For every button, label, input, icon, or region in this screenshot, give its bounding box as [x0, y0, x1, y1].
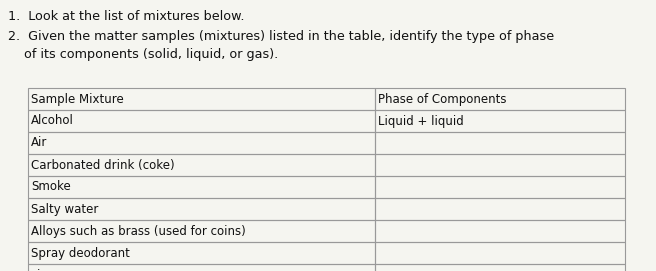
Text: Carbonated drink (coke): Carbonated drink (coke) [31, 159, 174, 172]
Bar [375, 88, 625, 110]
Text: Spray deodorant: Spray deodorant [31, 247, 130, 260]
Bar [28, 198, 375, 220]
Bar [375, 198, 625, 220]
Text: of its components (solid, liquid, or gas).: of its components (solid, liquid, or gas… [8, 48, 278, 61]
Text: Sample Mixture: Sample Mixture [31, 92, 124, 105]
Text: vinegar: vinegar [31, 269, 76, 271]
Text: 2.  Given the matter samples (mixtures) listed in the table, identify the type o: 2. Given the matter samples (mixtures) l… [8, 30, 554, 43]
Bar [375, 110, 625, 132]
Bar [28, 264, 375, 271]
Bar [375, 242, 625, 264]
Bar [28, 154, 375, 176]
Text: Salty water: Salty water [31, 202, 98, 215]
Text: 1.  Look at the list of mixtures below.: 1. Look at the list of mixtures below. [8, 10, 245, 23]
Bar [375, 220, 625, 242]
Bar [28, 242, 375, 264]
Bar [28, 110, 375, 132]
Bar [375, 176, 625, 198]
Bar [375, 264, 625, 271]
Text: Alloys such as brass (used for coins): Alloys such as brass (used for coins) [31, 224, 246, 237]
Bar [375, 154, 625, 176]
Text: Alcohol: Alcohol [31, 115, 74, 127]
Text: Air: Air [31, 137, 47, 150]
Text: Smoke: Smoke [31, 180, 71, 193]
Bar [28, 132, 375, 154]
Text: Liquid + liquid: Liquid + liquid [378, 115, 464, 127]
Bar [28, 176, 375, 198]
Text: Phase of Components: Phase of Components [378, 92, 506, 105]
Bar [28, 220, 375, 242]
Bar [375, 132, 625, 154]
Bar [28, 88, 375, 110]
